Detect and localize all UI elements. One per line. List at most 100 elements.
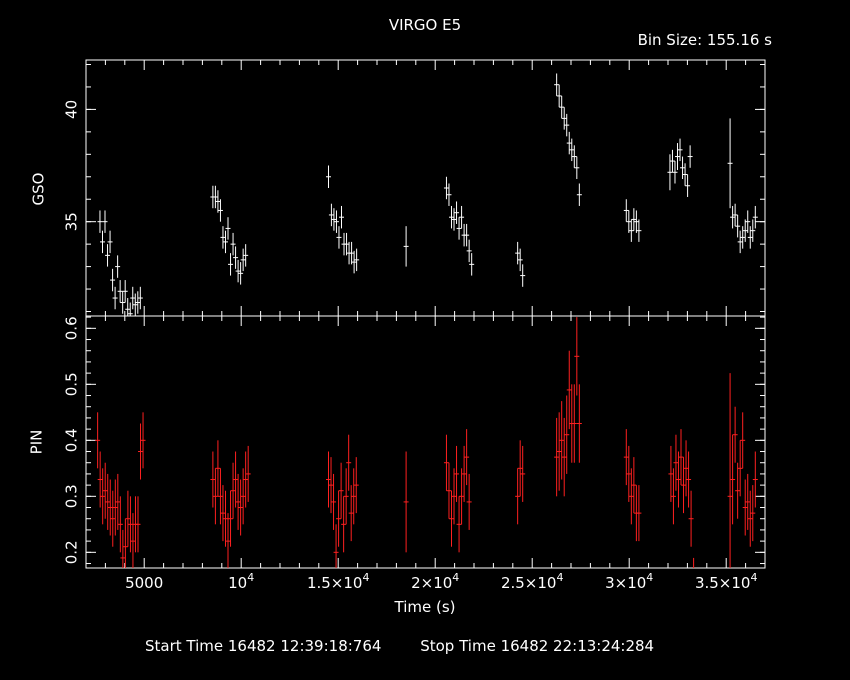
gso-point [750, 219, 756, 242]
gso-point [217, 199, 223, 222]
pin-point [688, 490, 694, 547]
pin-point [745, 473, 751, 530]
gso-point [240, 248, 246, 272]
x-tick-label: 2.5×104 [501, 571, 564, 592]
pin-point [331, 473, 337, 530]
time-range-footer: Start Time 16482 12:39:18:764 Stop Time … [145, 637, 654, 655]
pin-point [140, 412, 146, 469]
gso-point [459, 205, 465, 229]
gso-point [446, 183, 452, 206]
gso-point [222, 230, 228, 254]
pin-point [668, 445, 674, 502]
pin-point [341, 496, 347, 553]
gso-point [110, 268, 116, 292]
pin-point [443, 434, 449, 491]
pin-point [520, 445, 526, 502]
pin-point [451, 468, 457, 525]
pin-point [464, 429, 470, 486]
gso-point [631, 208, 637, 231]
gso-point [331, 208, 337, 231]
gso-point [243, 244, 249, 267]
gso-point [574, 156, 580, 180]
gso-point [669, 149, 675, 173]
gso-point [571, 145, 577, 168]
pin-point [636, 485, 642, 542]
gso-point [354, 248, 360, 272]
pin-y-tick-label: 0.4 [63, 428, 81, 452]
pin-point [353, 457, 359, 514]
gso-series [97, 73, 758, 316]
gso-point [685, 174, 691, 197]
gso-point [737, 230, 743, 254]
gso-point [130, 286, 136, 310]
pin-point [338, 462, 344, 519]
pin-point [107, 479, 113, 536]
pin-point [742, 479, 748, 536]
pin-point [230, 462, 236, 519]
gso-point [448, 205, 454, 229]
gso-point [344, 232, 350, 256]
pin-point [135, 496, 141, 553]
gso-point [747, 226, 753, 249]
pin-axis-label: PIN [27, 429, 46, 455]
gso-point [132, 293, 138, 316]
pin-y-tick-label: 0.2 [63, 540, 81, 564]
gso-point [735, 214, 741, 238]
pin-point [561, 417, 567, 497]
pin-point [235, 473, 241, 530]
gso-point [752, 205, 758, 229]
pin-point [683, 440, 689, 497]
pin-point [747, 490, 753, 547]
pin-point [571, 384, 577, 463]
gso-point [112, 286, 118, 310]
gso-point [328, 203, 334, 227]
gso-point [636, 219, 642, 242]
gso-point [127, 302, 133, 316]
gso-point [561, 107, 567, 130]
pin-point [732, 406, 738, 463]
pin-point [351, 468, 357, 525]
pin-point [750, 485, 756, 542]
pin-point [217, 468, 223, 525]
pin-point [574, 317, 580, 396]
gso-point [238, 262, 244, 285]
pin-point [752, 451, 758, 508]
start-time: Start Time 16482 12:39:18:764 [145, 637, 382, 655]
gso-point [351, 250, 357, 274]
pin-point [215, 440, 221, 497]
pin-frame [85, 315, 766, 569]
pin-point [403, 451, 409, 553]
gso-point [99, 230, 105, 254]
pin-series [95, 317, 758, 568]
gso-point [456, 217, 462, 240]
gso-point [633, 210, 639, 233]
gso-point [225, 217, 231, 240]
gso-point [97, 210, 103, 233]
gso-point [235, 259, 241, 283]
gso-point [745, 210, 751, 233]
x-axis-label: Time (s) [394, 598, 456, 616]
gso-point [559, 95, 565, 119]
pin-point [693, 557, 695, 568]
gso-y-tick-label: 40 [63, 100, 81, 119]
gso-point [564, 113, 570, 137]
x-tick-label: 1.5×104 [307, 571, 370, 592]
pin-point [448, 490, 454, 547]
pin-point [120, 529, 126, 568]
pin-point [461, 445, 467, 502]
gso-point [212, 185, 218, 209]
gso-point [117, 280, 123, 303]
gso-point [228, 253, 234, 276]
gso-point [576, 183, 582, 206]
gso-point [105, 244, 111, 267]
pin-point [333, 524, 339, 568]
gso-point [443, 176, 449, 200]
gso-point [675, 143, 681, 171]
gso-point [464, 223, 470, 247]
x-tick-label: 104 [228, 571, 254, 592]
pin-point [740, 412, 746, 469]
pin-point [115, 473, 121, 530]
pin-point [125, 490, 131, 547]
pin-point [454, 445, 460, 502]
gso-point [233, 246, 239, 269]
